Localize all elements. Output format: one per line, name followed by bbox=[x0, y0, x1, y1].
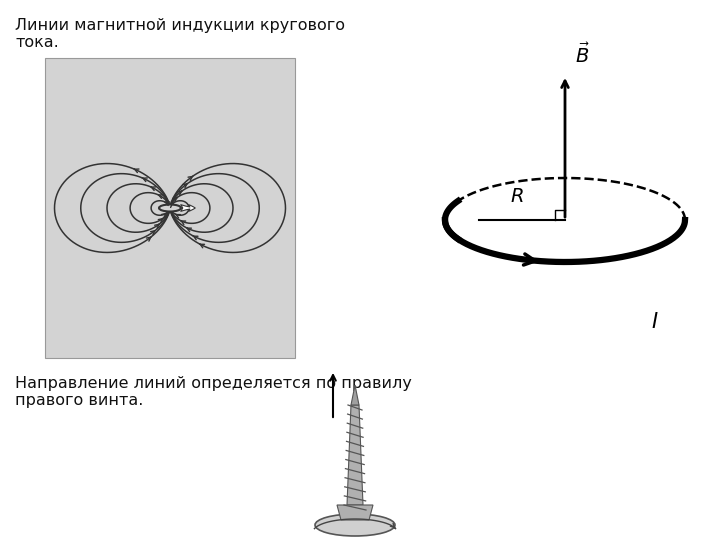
Text: $R$: $R$ bbox=[510, 187, 523, 206]
Bar bbox=[45, 58, 295, 358]
Polygon shape bbox=[337, 505, 373, 520]
Text: Направление линий определяется по правилу
правого винта.: Направление линий определяется по правил… bbox=[15, 376, 412, 408]
Polygon shape bbox=[351, 385, 359, 405]
Ellipse shape bbox=[159, 205, 181, 212]
Text: $\vec{B}$: $\vec{B}$ bbox=[575, 43, 590, 67]
Text: $I$: $I$ bbox=[651, 313, 659, 333]
Ellipse shape bbox=[315, 514, 395, 536]
Polygon shape bbox=[347, 405, 363, 505]
Text: Линии магнитной индукции кругового
тока.: Линии магнитной индукции кругового тока. bbox=[15, 18, 345, 50]
